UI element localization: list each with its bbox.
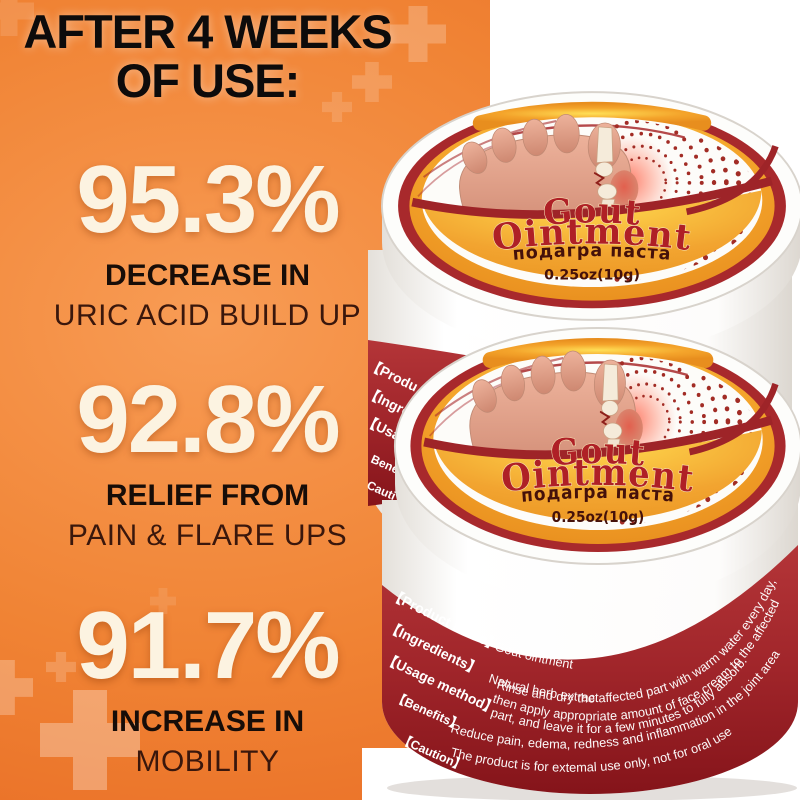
stat-label-bold: DECREASE IN bbox=[104, 258, 311, 292]
front-jar: 【Product name】 Gout ointment 【Ingredient… bbox=[381, 306, 800, 800]
stat-pain-relief: 92.8% RELIEF FROM PAIN & FLARE UPS bbox=[0, 365, 415, 552]
stat-uric-acid: 95.3% DECREASE IN URIC ACID BUILD UP bbox=[0, 145, 415, 332]
heading-line1: AFTER 4 WEEKS bbox=[23, 5, 392, 58]
stat-value: 91.7% bbox=[76, 591, 340, 699]
stats-panel: AFTER 4 WEEKS OF USE: 95.3% DECREASE IN … bbox=[0, 5, 415, 778]
stat-label-regular: PAIN & FLARE UPS bbox=[67, 518, 348, 552]
stat-value: 92.8% bbox=[76, 365, 340, 473]
stat-value: 95.3% bbox=[76, 145, 340, 253]
stat-label-regular: MOBILITY bbox=[135, 744, 280, 778]
stat-label-bold: INCREASE IN bbox=[110, 704, 305, 738]
stat-label-regular: URIC ACID BUILD UP bbox=[53, 298, 362, 332]
heading-line2: OF USE: bbox=[115, 53, 301, 107]
heading: AFTER 4 WEEKS OF USE: bbox=[0, 5, 415, 107]
stat-mobility: 91.7% INCREASE IN MOBILITY bbox=[0, 591, 415, 778]
jar-info-band bbox=[382, 545, 798, 794]
stat-label-bold: RELIEF FROM bbox=[105, 478, 310, 512]
